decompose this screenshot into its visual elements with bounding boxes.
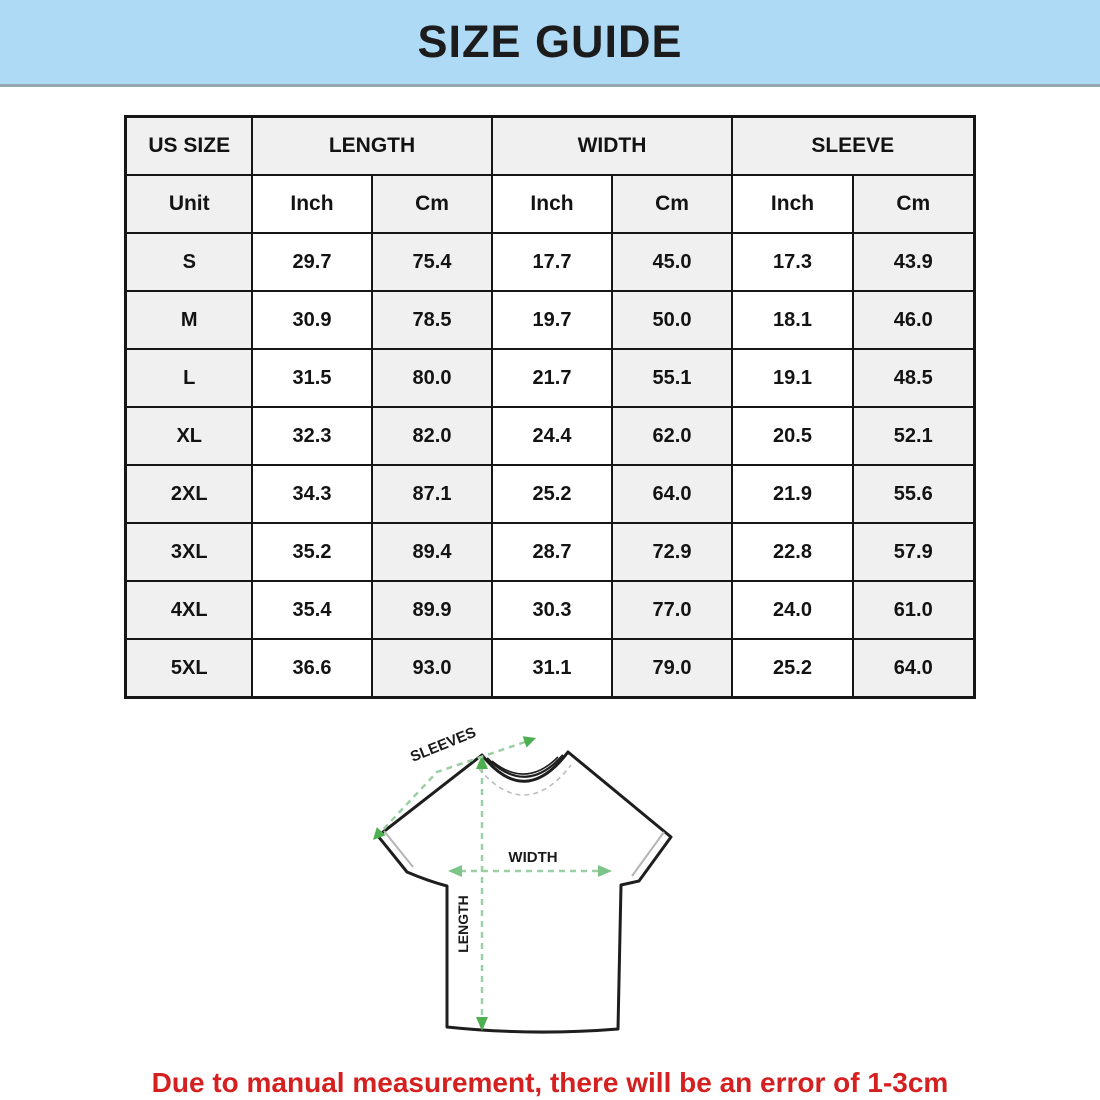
value-cell: 24.0	[731, 580, 855, 640]
sleeves-arrow	[378, 740, 526, 835]
value-cell: 80.0	[370, 348, 494, 408]
value-cell: 17.3	[731, 232, 855, 292]
table-row-3xl: 3XL 35.2 89.4 28.7 72.9 22.8 57.9	[124, 522, 976, 582]
size-cell: L	[124, 348, 253, 408]
size-cell: S	[124, 232, 253, 292]
table-row-s: S 29.7 75.4 17.7 45.0 17.3 43.9	[124, 232, 976, 292]
value-cell: 61.0	[852, 580, 976, 640]
length-arrowhead-bottom	[476, 1017, 488, 1031]
table-row-5xl: 5XL 36.6 93.0 31.1 79.0 25.2 64.0	[124, 638, 976, 699]
collar-inner-line	[486, 754, 564, 778]
tshirt-outline	[376, 750, 673, 1034]
size-cell: 3XL	[124, 522, 253, 582]
col-header-width: WIDTH	[490, 115, 734, 176]
unit-width-cm: Cm	[610, 174, 734, 234]
value-cell: 55.1	[610, 348, 734, 408]
width-arrowhead-left	[448, 865, 462, 877]
value-cell: 21.7	[491, 348, 613, 408]
width-arrowhead-right	[598, 865, 612, 877]
value-cell: 19.1	[731, 348, 855, 408]
value-cell: 72.9	[610, 522, 734, 582]
value-cell: 25.2	[731, 638, 855, 699]
value-cell: 29.7	[250, 232, 373, 292]
value-cell: 87.1	[370, 464, 494, 524]
value-cell: 48.5	[852, 348, 976, 408]
value-cell: 89.9	[370, 580, 494, 640]
value-cell: 24.4	[491, 406, 613, 466]
value-cell: 64.0	[852, 638, 976, 699]
tshirt-measurement-diagram: SLEEVES WIDTH LENGTH	[335, 709, 765, 1047]
length-label: LENGTH	[455, 895, 471, 953]
width-label: WIDTH	[508, 849, 557, 866]
value-cell: 43.9	[852, 232, 976, 292]
length-arrowhead-top	[476, 755, 488, 769]
table-unit-row: Unit Inch Cm Inch Cm Inch Cm	[124, 174, 976, 234]
value-cell: 55.6	[852, 464, 976, 524]
value-cell: 46.0	[852, 290, 976, 350]
value-cell: 20.5	[731, 406, 855, 466]
size-cell: 2XL	[124, 464, 253, 524]
value-cell: 18.1	[731, 290, 855, 350]
size-cell: M	[124, 290, 253, 350]
value-cell: 36.6	[250, 638, 373, 699]
value-cell: 89.4	[370, 522, 494, 582]
col-header-length: LENGTH	[250, 115, 494, 176]
unit-header: Unit	[124, 174, 253, 234]
col-header-sleeve: SLEEVE	[731, 115, 976, 176]
table-row-l: L 31.5 80.0 21.7 55.1 19.1 48.5	[124, 348, 976, 408]
table-row-xl: XL 32.3 82.0 24.4 62.0 20.5 52.1	[124, 406, 976, 466]
value-cell: 31.5	[250, 348, 373, 408]
value-cell: 30.3	[491, 580, 613, 640]
value-cell: 45.0	[610, 232, 734, 292]
value-cell: 82.0	[370, 406, 494, 466]
value-cell: 77.0	[610, 580, 734, 640]
value-cell: 22.8	[731, 522, 855, 582]
value-cell: 50.0	[610, 290, 734, 350]
value-cell: 93.0	[370, 638, 494, 699]
table-row-m: M 30.9 78.5 19.7 50.0 18.1 46.0	[124, 290, 976, 350]
unit-sleeve-inch: Inch	[731, 174, 855, 234]
size-table: US SIZE LENGTH WIDTH SLEEVE Unit Inch Cm…	[124, 115, 976, 699]
unit-sleeve-cm: Cm	[852, 174, 976, 234]
sleeves-label: SLEEVES	[408, 724, 479, 766]
collar-seam-line	[478, 764, 572, 796]
value-cell: 52.1	[852, 406, 976, 466]
value-cell: 64.0	[610, 464, 734, 524]
value-cell: 75.4	[370, 232, 494, 292]
size-cell: 4XL	[124, 580, 253, 640]
sleeves-arrowhead-top	[522, 736, 536, 748]
value-cell: 79.0	[610, 638, 734, 699]
value-cell: 57.9	[852, 522, 976, 582]
table-row-4xl: 4XL 35.4 89.9 30.3 77.0 24.0 61.0	[124, 580, 976, 640]
table-group-header-row: US SIZE LENGTH WIDTH SLEEVE	[124, 115, 976, 176]
value-cell: 35.4	[250, 580, 373, 640]
size-cell: XL	[124, 406, 253, 466]
right-cuff-seam	[631, 831, 665, 877]
value-cell: 78.5	[370, 290, 494, 350]
value-cell: 25.2	[491, 464, 613, 524]
page-title: SIZE GUIDE	[417, 16, 683, 67]
value-cell: 30.9	[250, 290, 373, 350]
size-cell: 5XL	[124, 638, 253, 699]
value-cell: 28.7	[491, 522, 613, 582]
value-cell: 21.9	[731, 464, 855, 524]
value-cell: 17.7	[491, 232, 613, 292]
value-cell: 19.7	[491, 290, 613, 350]
collar-inner-line-2	[491, 756, 559, 775]
table-row-2xl: 2XL 34.3 87.1 25.2 64.0 21.9 55.6	[124, 464, 976, 524]
unit-length-cm: Cm	[370, 174, 494, 234]
left-cuff-seam	[383, 830, 414, 868]
measurement-disclaimer: Due to manual measurement, there will be…	[151, 1067, 949, 1098]
size-guide-banner: SIZE GUIDE	[0, 0, 1100, 87]
sleeves-arrowhead-bottom	[373, 827, 386, 840]
value-cell: 32.3	[250, 406, 373, 466]
unit-length-inch: Inch	[250, 174, 373, 234]
value-cell: 62.0	[610, 406, 734, 466]
unit-width-inch: Inch	[491, 174, 613, 234]
value-cell: 31.1	[491, 638, 613, 699]
col-header-us-size: US SIZE	[124, 115, 253, 176]
value-cell: 34.3	[250, 464, 373, 524]
value-cell: 35.2	[250, 522, 373, 582]
